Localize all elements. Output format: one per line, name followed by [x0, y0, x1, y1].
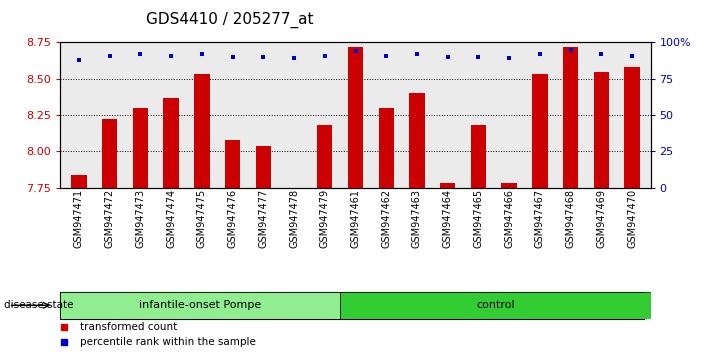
Point — [73, 57, 85, 63]
Point — [534, 51, 545, 57]
Point — [166, 53, 177, 58]
Point — [503, 56, 515, 61]
Point — [104, 53, 115, 58]
Bar — [378, 108, 394, 188]
Bar — [471, 125, 486, 188]
Bar — [133, 108, 148, 188]
Bar — [340, 292, 651, 319]
Point — [319, 53, 331, 58]
Text: control: control — [476, 300, 515, 310]
Point — [565, 47, 577, 53]
Text: transformed count: transformed count — [80, 321, 177, 332]
Point — [227, 54, 238, 60]
Bar — [71, 175, 87, 188]
Bar — [440, 183, 455, 188]
Point — [411, 51, 422, 57]
Point — [134, 51, 146, 57]
Bar — [194, 74, 210, 188]
Bar — [225, 140, 240, 188]
Bar — [102, 119, 117, 188]
Bar — [410, 93, 424, 188]
Bar — [256, 145, 271, 188]
Point — [380, 53, 392, 58]
Point — [596, 51, 607, 57]
Bar — [317, 125, 333, 188]
Bar — [563, 47, 578, 188]
Point — [442, 54, 454, 60]
Bar — [533, 74, 547, 188]
Text: infantile-onset Pompe: infantile-onset Pompe — [139, 300, 262, 310]
Bar — [501, 183, 517, 188]
Bar — [164, 98, 178, 188]
Point — [626, 53, 638, 58]
Point — [289, 56, 300, 61]
Point — [257, 54, 269, 60]
Bar — [594, 72, 609, 188]
Point — [473, 54, 484, 60]
Text: percentile rank within the sample: percentile rank within the sample — [80, 337, 256, 348]
Point — [196, 51, 208, 57]
Bar — [624, 67, 640, 188]
Text: GDS4410 / 205277_at: GDS4410 / 205277_at — [146, 12, 314, 28]
Bar — [60, 292, 340, 319]
Bar — [348, 47, 363, 188]
Text: disease state: disease state — [4, 300, 73, 310]
Point — [350, 48, 361, 54]
